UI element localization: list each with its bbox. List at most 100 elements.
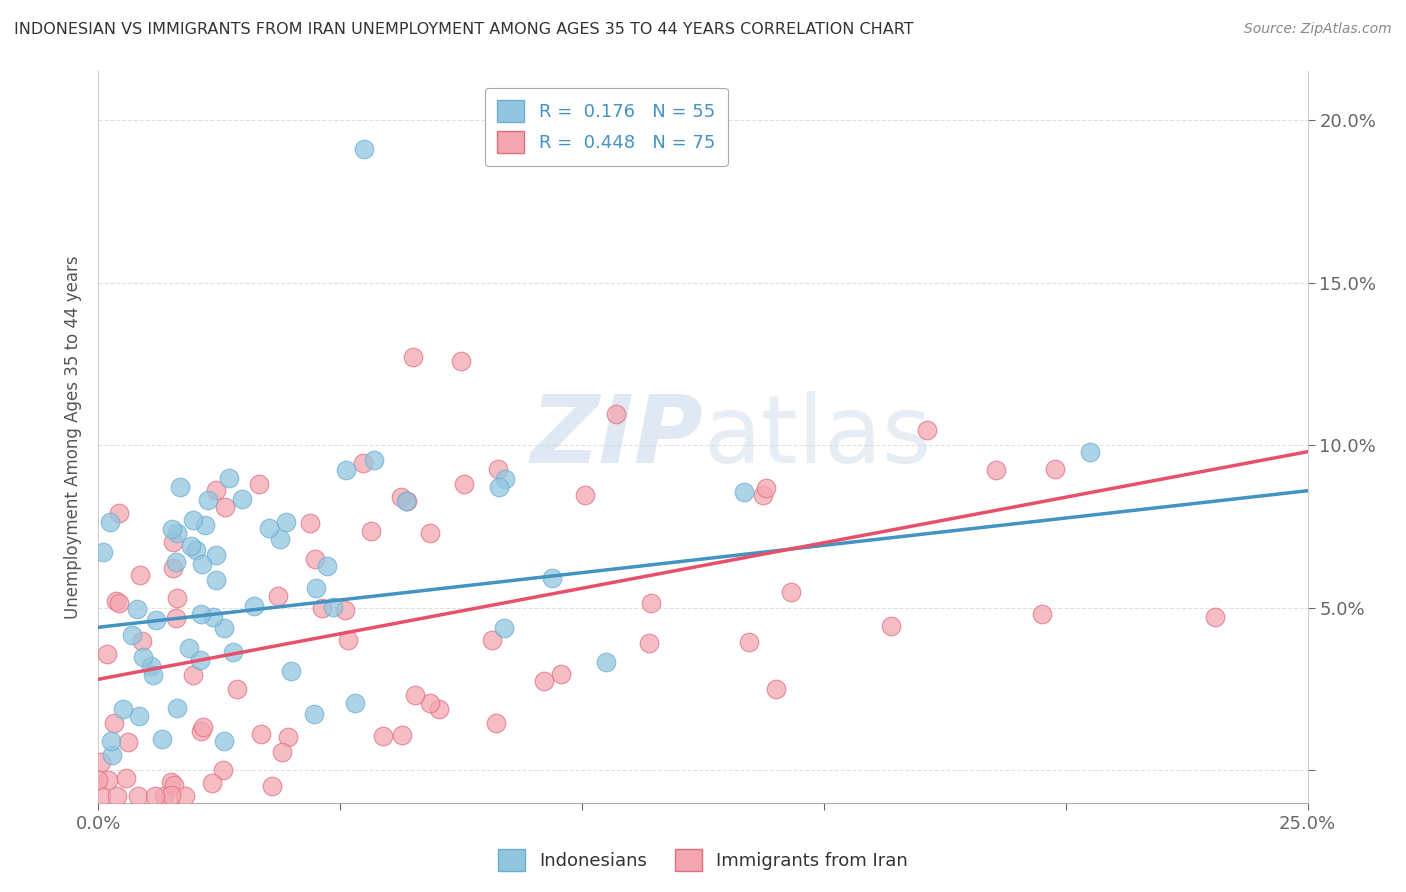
Point [360,524,382,538]
Point [150,731,173,746]
Point [201,610,224,624]
Point [298,516,321,531]
Point [391,728,413,742]
Point [165,611,187,625]
Point [311,601,333,615]
Point [190,723,212,738]
Point [100,734,122,748]
Point [231,491,253,506]
Point [335,603,357,617]
Point [160,522,183,536]
Point [97,772,120,787]
Point [304,551,326,566]
Point [121,628,143,642]
Point [165,555,187,569]
Point [115,771,138,785]
Point [204,574,226,588]
Point [485,716,508,731]
Text: INDONESIAN VS IMMIGRANTS FROM IRAN UNEMPLOYMENT AMONG AGES 35 TO 44 YEARS CORREL: INDONESIAN VS IMMIGRANTS FROM IRAN UNEMP… [14,22,914,37]
Point [177,641,200,656]
Point [201,776,224,790]
Point [166,526,188,541]
Point [274,515,297,529]
Point [305,581,328,595]
Point [205,483,228,497]
Point [395,494,418,508]
Point [162,561,184,575]
Point [166,700,188,714]
Point [197,492,219,507]
Point [180,539,202,553]
Point [169,480,191,494]
Point [879,619,901,633]
Point [142,667,165,681]
Point [262,779,284,793]
Point [184,543,207,558]
Point [352,456,374,470]
Point [271,745,294,759]
Point [494,622,516,636]
Point [371,729,394,743]
Point [402,351,425,365]
Point [225,681,247,696]
Point [488,461,510,475]
Point [765,681,787,696]
Point [737,635,759,649]
Point [173,789,195,804]
Legend: R =  0.176   N = 55, R =  0.448   N = 75: R = 0.176 N = 55, R = 0.448 N = 75 [485,87,728,166]
Point [218,471,240,485]
Point [353,142,375,156]
Point [780,585,803,599]
Point [96,647,118,661]
Legend: Indonesians, Immigrants from Iran: Indonesians, Immigrants from Iran [491,842,915,879]
Point [242,599,264,613]
Point [302,706,325,721]
Point [605,407,627,421]
Point [211,763,233,777]
Point [915,423,938,437]
Point [343,696,366,710]
Point [316,558,339,573]
Point [194,518,217,533]
Point [159,788,181,802]
Point [190,607,212,622]
Point [105,789,128,804]
Point [450,353,472,368]
Point [107,507,129,521]
Point [127,601,149,615]
Point [1078,444,1101,458]
Text: ZIP: ZIP [530,391,703,483]
Point [494,472,516,486]
Point [277,730,299,744]
Point [752,488,775,502]
Point [131,634,153,648]
Point [267,589,290,603]
Point [205,549,228,563]
Point [117,735,139,749]
Point [132,650,155,665]
Point [214,500,236,514]
Point [453,477,475,491]
Point [87,773,110,788]
Text: atlas: atlas [703,391,931,483]
Point [1204,610,1226,624]
Point [91,545,114,559]
Point [181,513,204,527]
Point [395,493,418,508]
Y-axis label: Unemployment Among Ages 35 to 44 years: Unemployment Among Ages 35 to 44 years [65,255,83,619]
Point [108,596,131,610]
Point [247,477,270,491]
Point [143,789,166,804]
Point [128,709,150,723]
Point [191,720,214,734]
Point [984,463,1007,477]
Point [250,727,273,741]
Point [188,653,211,667]
Point [754,481,776,495]
Point [1045,462,1067,476]
Point [111,702,134,716]
Point [257,521,280,535]
Point [162,534,184,549]
Point [145,613,167,627]
Point [141,659,163,673]
